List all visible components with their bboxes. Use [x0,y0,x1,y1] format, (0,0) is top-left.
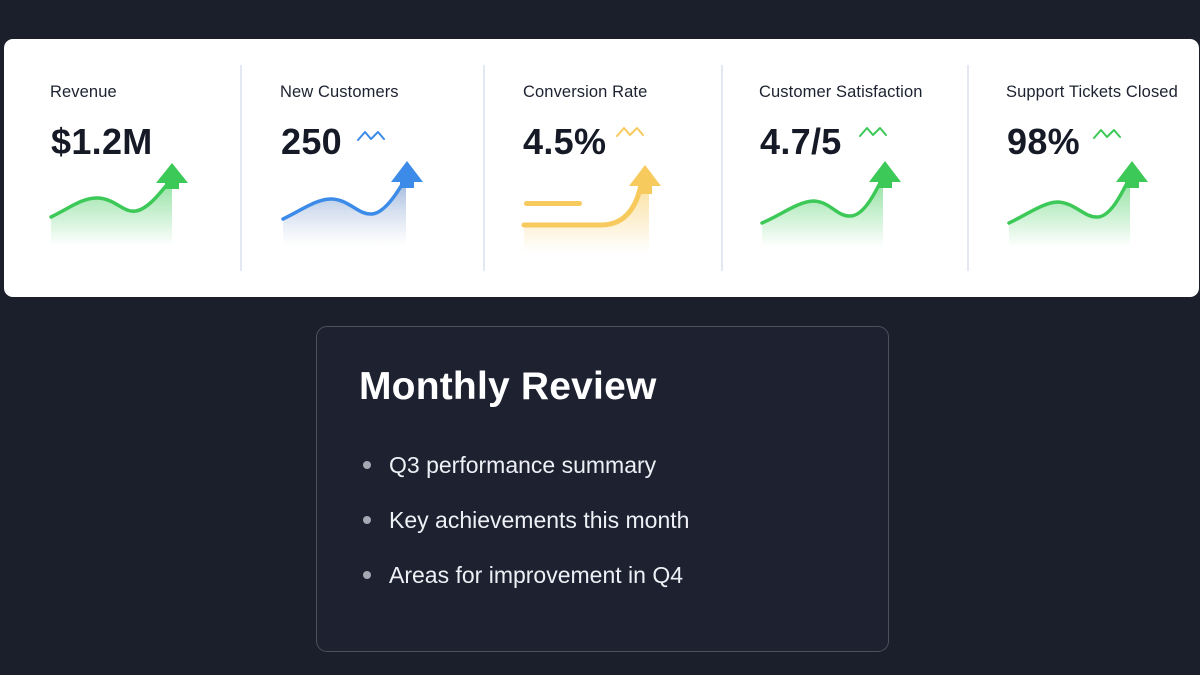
kpi-divider [240,65,242,271]
trend-up-sparkline-icon [281,161,423,246]
kpi-divider [967,65,969,271]
zigzag-trend-icon [1093,129,1121,139]
trend-up-sparkline-icon [49,163,188,246]
kpi-value: $1.2M [51,121,153,162]
trend-up-sparkline-icon [1007,161,1148,247]
monthly-review-card: Monthly Review Q3 performance summary Ke… [316,326,889,652]
kpi-card-new-customers: New Customers 250 [242,39,484,297]
kpi-card-conversion-rate: Conversion Rate 4.5% [485,39,721,297]
review-item-text: Q3 performance summary [389,452,657,478]
trend-up-sparkline-icon [760,161,901,247]
review-list-item: Key achievements this month [359,503,689,558]
kpi-label: New Customers [280,83,399,101]
kpi-label: Conversion Rate [523,83,648,101]
review-list-item: Q3 performance summary [359,448,689,503]
kpi-value: 4.7/5 [760,121,842,162]
kpi-value: 250 [281,121,342,162]
zigzag-trend-icon [357,131,385,141]
kpi-card-revenue: Revenue $1.2M [4,39,240,297]
bullet-icon [363,571,371,579]
zigzag-trend-icon [616,127,644,137]
kpi-label: Customer Satisfaction [759,83,923,101]
bullet-icon [363,461,371,469]
review-list: Q3 performance summary Key achievements … [359,448,689,613]
review-title: Monthly Review [359,365,657,408]
kpi-divider [721,65,723,271]
kpi-card-support-tickets-closed: Support Tickets Closed 98% [969,39,1199,297]
review-item-text: Key achievements this month [389,507,690,533]
kpi-value: 4.5% [523,121,607,162]
zigzag-trend-icon [859,127,887,137]
review-list-item: Areas for improvement in Q4 [359,558,689,613]
kpi-card-customer-satisfaction: Customer Satisfaction 4.7/5 [723,39,967,297]
trend-up-sparkline-icon [521,165,661,253]
kpi-label: Revenue [50,83,117,101]
bullet-icon [363,516,371,524]
kpi-value: 98% [1007,121,1080,162]
kpi-panel: Revenue $1.2M New Customers 250 [4,39,1199,297]
kpi-label: Support Tickets Closed [1006,83,1178,101]
kpi-divider [483,65,485,271]
review-item-text: Areas for improvement in Q4 [389,562,684,588]
